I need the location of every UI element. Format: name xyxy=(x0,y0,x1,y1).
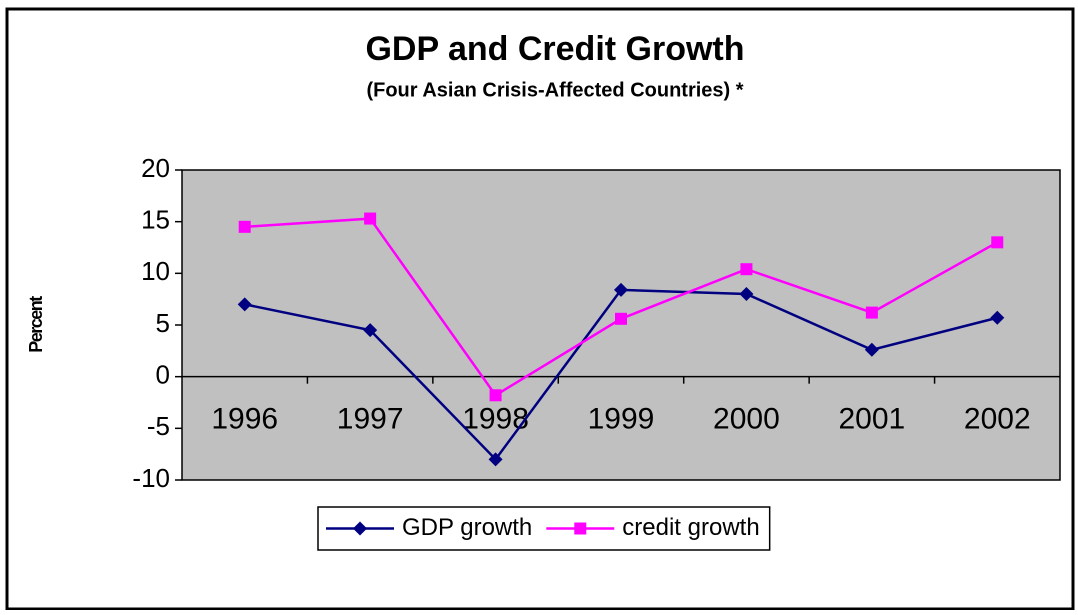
square-marker xyxy=(574,522,587,535)
x-tick-label: 1996 xyxy=(211,403,278,436)
x-tick-label: 1998 xyxy=(462,403,529,436)
legend-label: GDP growth xyxy=(402,514,532,541)
chart-title: GDP and Credit Growth xyxy=(365,30,744,68)
diamond-marker xyxy=(353,521,367,536)
y-axis-label: Percent xyxy=(26,296,46,353)
x-tick-label: 2000 xyxy=(713,403,780,436)
y-tick-label: 5 xyxy=(156,308,170,338)
diamond-marker xyxy=(488,452,503,467)
square-marker xyxy=(740,263,753,276)
diamond-marker xyxy=(864,342,879,357)
square-marker xyxy=(991,236,1004,249)
legend-label: credit growth xyxy=(622,514,759,541)
y-tick-label: -5 xyxy=(147,411,170,441)
square-marker xyxy=(865,306,878,319)
diamond-marker xyxy=(237,297,252,312)
diamond-marker xyxy=(614,282,628,297)
chart-subtitle: (Four Asian Crisis-Affected Countries) * xyxy=(366,79,743,101)
diamond-marker xyxy=(363,323,378,338)
diamond-marker xyxy=(739,287,754,301)
x-tick-label: 2001 xyxy=(838,403,905,436)
y-tick-label: 10 xyxy=(141,256,170,286)
x-tick-label: 1997 xyxy=(337,403,404,436)
legend: GDP growth credit growth xyxy=(317,506,771,551)
x-tick-label: 2002 xyxy=(964,403,1031,436)
y-tick-label: 15 xyxy=(141,205,170,235)
x-tick-label: 1999 xyxy=(588,403,655,436)
y-tick-label: 20 xyxy=(141,153,170,183)
diamond-marker xyxy=(990,310,1005,325)
square-marker xyxy=(489,389,502,402)
y-tick-label: -10 xyxy=(132,463,170,493)
square-marker xyxy=(364,212,377,225)
y-tick-label: 0 xyxy=(156,360,170,390)
square-marker xyxy=(615,312,627,325)
square-marker xyxy=(238,220,251,233)
